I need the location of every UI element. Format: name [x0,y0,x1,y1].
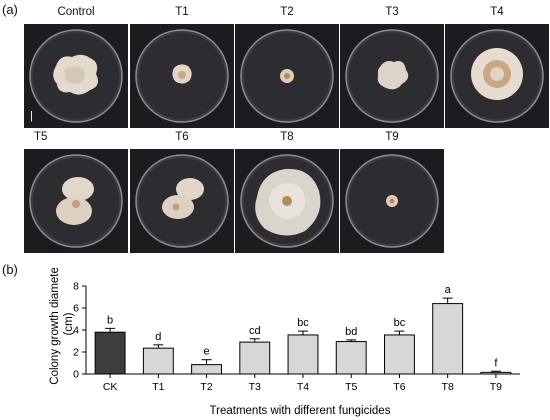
significance-label: bc [297,317,309,329]
bar [142,347,174,375]
plate-label-t1: T1 [175,6,189,18]
significance-label: a [445,284,452,296]
plate-t6 [130,149,234,253]
plate-label-t9: T9 [385,131,399,143]
plate-t4 [445,24,549,128]
plate-label-t6: T6 [175,131,189,143]
y-tick-label: 8 [73,281,79,293]
significance-label: bc [394,317,406,329]
x-tick-label: T5 [345,381,357,393]
y-axis-title-line1: Colony growth diameter [49,268,61,385]
plate-t8 [235,149,339,253]
bar [287,334,319,375]
plate-t3 [340,24,444,128]
bar [239,341,271,375]
y-tick-label: 4 [73,325,79,337]
y-axis: 0 2 4 6 8 [73,281,87,381]
plate-t5 [24,149,128,253]
x-tick-label: CK [103,381,118,393]
significance-label: f [494,357,498,369]
x-tick-label: T8 [442,381,454,393]
scale-bar: | [30,110,33,122]
plate-label-t3: T3 [385,6,399,18]
bar [480,371,512,375]
plate-control: | [24,24,128,128]
x-tick-label: T9 [490,381,502,393]
significance-label: e [203,346,209,358]
bar [432,303,464,375]
x-tick-label: T2 [200,381,212,393]
y-tick-label: 2 [73,347,79,359]
plate-t2 [235,24,339,128]
plate-label-t8: T8 [280,131,294,143]
x-tick-label: T3 [249,381,261,393]
bar [94,331,126,375]
plate-label-t4: T4 [490,6,504,18]
y-tick-label: 0 [73,369,79,381]
significance-label: d [155,331,161,343]
y-axis-title-line2: (cm) [63,312,75,335]
plate-t1 [130,24,234,128]
x-tick-label: T6 [393,381,405,393]
panel-a-label: (a) [2,2,18,17]
x-tick-label: T1 [152,381,164,393]
plate-label-t2: T2 [280,6,294,18]
x-axis: CK T1 T2 T3 T4 T5 T6 T8 T9 [86,373,520,393]
significance-label: cd [249,325,261,337]
significance-label: b [107,314,113,326]
bar [335,341,367,375]
significance-label: bd [345,326,357,338]
bar [383,334,415,375]
bar [191,364,223,375]
panel-b-label: (b) [2,262,18,277]
plate-label-t5: T5 [34,131,48,143]
y-tick-label: 6 [73,303,79,315]
plate-label-control: Control [57,6,95,18]
x-tick-label: T4 [297,381,309,393]
x-axis-title: Treatments with different fungicides [210,405,391,417]
plate-t9 [340,149,444,253]
